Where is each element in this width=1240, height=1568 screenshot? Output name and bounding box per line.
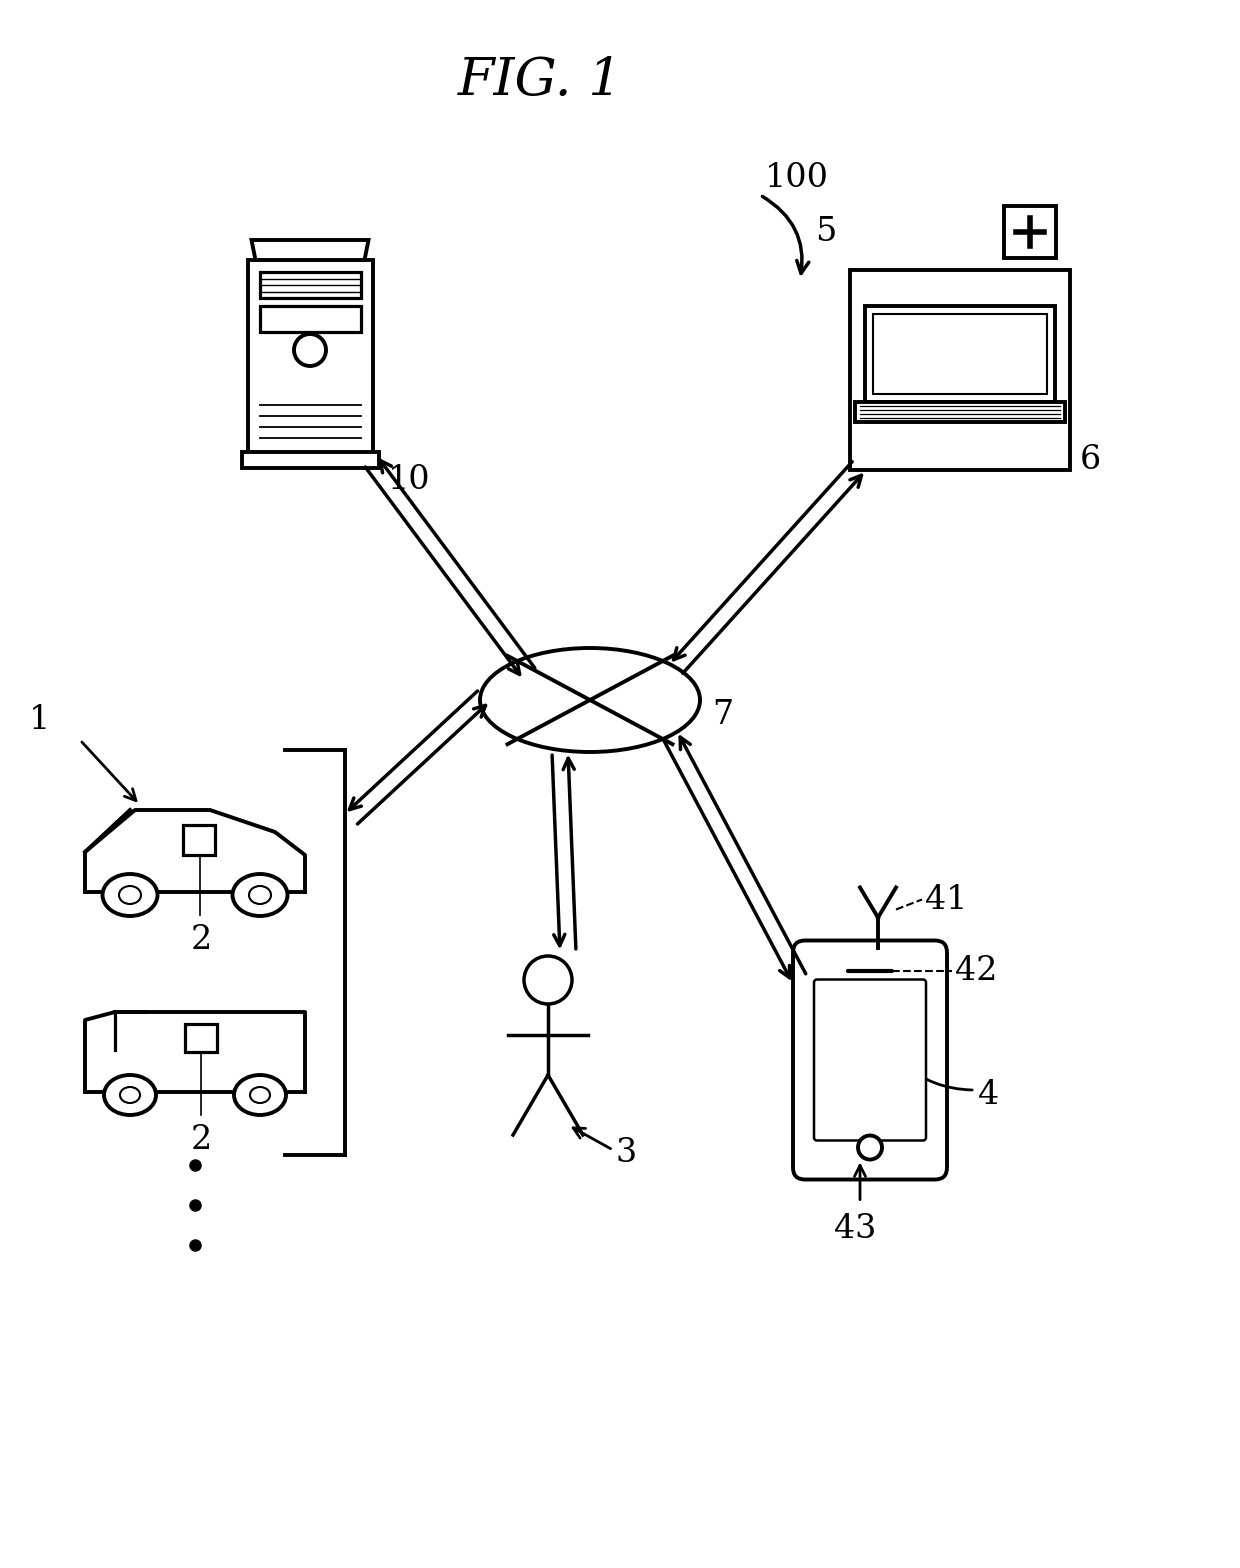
Text: 4: 4: [978, 1079, 999, 1112]
FancyBboxPatch shape: [184, 825, 215, 855]
FancyBboxPatch shape: [259, 306, 361, 332]
Ellipse shape: [104, 1076, 156, 1115]
Text: 43: 43: [833, 1212, 877, 1245]
Circle shape: [294, 334, 326, 365]
FancyBboxPatch shape: [185, 1024, 217, 1052]
Text: 5: 5: [815, 216, 836, 248]
FancyBboxPatch shape: [794, 941, 947, 1179]
Ellipse shape: [234, 1076, 286, 1115]
Ellipse shape: [249, 886, 272, 905]
Circle shape: [858, 1135, 882, 1159]
Text: 42: 42: [955, 955, 997, 986]
Text: 10: 10: [388, 464, 430, 495]
Ellipse shape: [120, 1087, 140, 1102]
FancyBboxPatch shape: [248, 260, 372, 459]
Text: 3: 3: [616, 1137, 637, 1170]
FancyBboxPatch shape: [873, 314, 1047, 394]
Text: 100: 100: [765, 162, 830, 194]
Text: 2: 2: [191, 924, 212, 956]
Ellipse shape: [233, 873, 288, 916]
FancyBboxPatch shape: [242, 452, 378, 467]
FancyBboxPatch shape: [813, 980, 926, 1140]
Text: 7: 7: [712, 699, 733, 731]
FancyBboxPatch shape: [849, 270, 1070, 470]
Text: 2: 2: [191, 1124, 212, 1156]
Ellipse shape: [119, 886, 141, 905]
Circle shape: [525, 956, 572, 1004]
FancyBboxPatch shape: [856, 401, 1065, 422]
Text: 1: 1: [29, 704, 50, 735]
FancyBboxPatch shape: [1004, 205, 1056, 259]
Text: FIG. 1: FIG. 1: [458, 55, 622, 105]
FancyBboxPatch shape: [866, 306, 1055, 401]
Text: 41: 41: [925, 883, 967, 916]
Text: 6: 6: [1080, 444, 1101, 477]
Ellipse shape: [103, 873, 157, 916]
Ellipse shape: [250, 1087, 270, 1102]
Polygon shape: [252, 240, 368, 260]
FancyBboxPatch shape: [259, 271, 361, 298]
